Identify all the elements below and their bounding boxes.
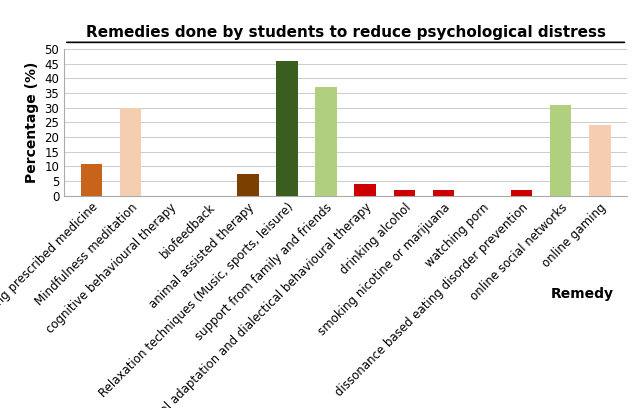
Text: Remedies done by students to reduce psychological distress: Remedies done by students to reduce psyc… <box>86 25 605 40</box>
Y-axis label: Percentage (%): Percentage (%) <box>25 62 38 183</box>
Bar <box>433 190 454 196</box>
Bar <box>394 190 415 196</box>
Bar <box>355 184 376 196</box>
Bar <box>511 190 532 196</box>
Text: Remedy: Remedy <box>550 287 614 301</box>
Bar <box>316 87 337 196</box>
Bar <box>550 105 572 196</box>
Bar <box>276 61 298 196</box>
Bar <box>589 125 611 196</box>
Bar <box>81 164 102 196</box>
Bar <box>237 174 259 196</box>
Bar <box>120 108 141 196</box>
